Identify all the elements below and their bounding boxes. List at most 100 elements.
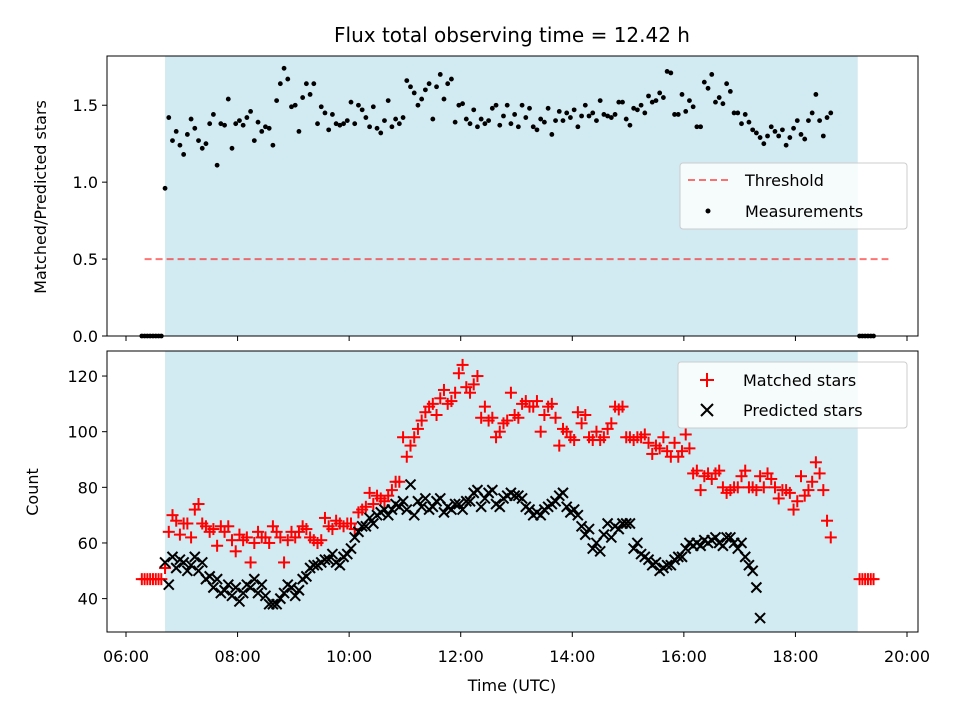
measurement-point <box>292 102 298 108</box>
y-tick-label: 40 <box>78 590 98 609</box>
matched-stars-point <box>653 442 666 455</box>
measurement-point <box>222 122 227 128</box>
matched-stars-point <box>173 528 186 541</box>
ratio-y-axis-label: Matched/Predicted stars <box>31 100 50 294</box>
measurement-point <box>586 113 592 119</box>
measurement-point <box>225 96 231 102</box>
measurement-point <box>348 99 354 105</box>
measurement-point <box>497 122 503 128</box>
predicted-stars-series <box>159 478 766 624</box>
measurement-point <box>486 118 492 124</box>
ratio-panel-frame <box>106 55 919 337</box>
measurement-point <box>307 92 313 97</box>
measurement-point <box>753 130 759 136</box>
measurement-point <box>690 104 696 110</box>
measurement-point <box>289 104 294 110</box>
matched-stars-point <box>281 534 294 547</box>
predicted-stars-point <box>404 478 417 491</box>
x-tick-label: 10:00 <box>326 647 372 666</box>
measurement-point <box>620 99 625 105</box>
measurement-point <box>798 132 804 137</box>
measurement-point <box>668 70 674 76</box>
matched-stars-point <box>750 484 763 497</box>
measurement-point <box>776 133 782 139</box>
matched-stars-point <box>806 475 819 488</box>
legend-predicted-label: Predicted stars <box>743 401 863 420</box>
measurement-point <box>482 121 488 127</box>
measurement-point <box>378 130 384 136</box>
matched-stars-point <box>471 370 484 383</box>
measurement-point <box>735 110 741 116</box>
measurement-point <box>501 113 506 119</box>
count-legend: Matched stars Predicted stars <box>677 361 908 429</box>
predicted-stars-point <box>516 492 528 505</box>
predicted-stars-point <box>401 503 413 516</box>
matched-stars-point <box>181 517 194 530</box>
measurement-point <box>393 116 399 122</box>
measurement-point <box>255 119 261 125</box>
predicted-stars-point <box>475 501 487 513</box>
predicted-stars-point <box>159 556 171 569</box>
measurement-point <box>649 99 655 105</box>
predicted-stars-point <box>613 523 625 535</box>
predicted-stars-point <box>746 565 759 577</box>
predicted-stars-point <box>661 559 673 571</box>
measurement-point <box>568 115 573 120</box>
x-tick-label: 14:00 <box>549 647 595 666</box>
matched-stars-point <box>363 486 376 499</box>
measurement-point <box>824 115 830 120</box>
matched-stars-point <box>248 536 261 549</box>
predicted-stars-point <box>750 581 763 594</box>
predicted-stars-point <box>642 553 655 566</box>
measurement-point <box>653 98 659 104</box>
measurement-point <box>244 115 250 120</box>
measurement-point <box>367 124 372 130</box>
predicted-stars-point <box>412 495 424 507</box>
matched-stars-point <box>185 531 198 544</box>
measurement-point <box>698 124 703 130</box>
predicted-stars-point <box>724 531 737 544</box>
matched-stars-point <box>549 411 562 424</box>
matched-stars-point <box>768 481 781 494</box>
measurement-point <box>419 96 425 102</box>
measurement-point <box>642 110 648 116</box>
measurement-point <box>515 124 521 130</box>
matched-stars-point <box>263 536 276 549</box>
measurement-point <box>471 107 477 113</box>
measurement-point <box>727 88 733 94</box>
predicted-stars-point <box>743 559 755 571</box>
measurement-point <box>374 125 380 131</box>
measurement-point <box>478 116 484 122</box>
predicted-stars-point <box>289 590 301 602</box>
matched-stars-point <box>385 484 398 497</box>
matched-stars-point <box>867 573 880 586</box>
measurement-point <box>783 142 789 148</box>
matched-stars-point <box>545 397 558 410</box>
matched-stars-point <box>274 531 287 544</box>
predicted-stars-point <box>557 487 569 499</box>
measurement-point <box>504 102 510 108</box>
measurement-point <box>281 65 287 71</box>
matched-stars-point <box>445 395 458 408</box>
predicted-stars-point <box>650 556 662 569</box>
x-tick-label: 08:00 <box>215 647 261 666</box>
x-tick-label: 20:00 <box>884 647 930 666</box>
predicted-stars-point <box>189 551 201 563</box>
predicted-stars-point <box>334 559 346 571</box>
matched-stars-point <box>359 500 372 513</box>
measurement-point <box>385 98 391 104</box>
predicted-stars-point <box>575 520 588 532</box>
measurement-point <box>705 85 711 91</box>
measurement-point <box>545 105 551 111</box>
predicted-stars-point <box>363 512 376 524</box>
predicted-stars-point <box>735 537 748 549</box>
matched-stars-point <box>813 467 826 480</box>
measurement-point <box>396 121 402 127</box>
matched-stars-point <box>326 523 339 536</box>
measurement-point <box>315 121 320 127</box>
measurement-point <box>683 108 689 114</box>
measurement-point <box>170 138 175 144</box>
measurement-point <box>173 128 179 134</box>
matched-stars-point <box>408 431 421 444</box>
y-tick-label: 80 <box>78 478 98 497</box>
